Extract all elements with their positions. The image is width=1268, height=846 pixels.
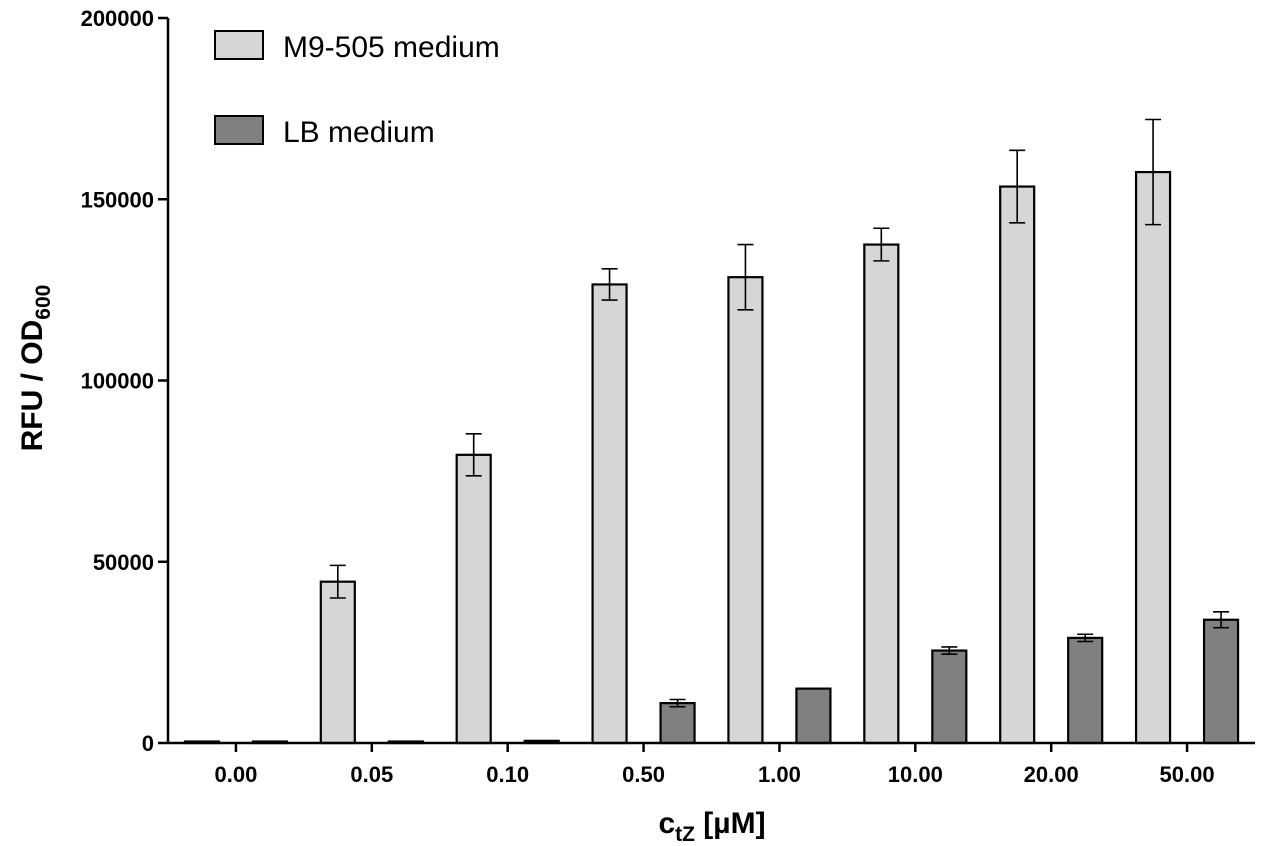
bar-s1-c4: [795, 687, 832, 745]
legend-swatch-lb: [214, 115, 264, 145]
bar-s1-c5: [931, 649, 968, 745]
x-tick-label-2: 0.10: [486, 762, 529, 787]
bar-s0-c4: [727, 276, 764, 745]
x-tick-label-6: 20.00: [1024, 762, 1079, 787]
y-tick-label-4: 200000: [81, 6, 154, 31]
legend-label-m9-505: M9-505 medium: [283, 31, 500, 64]
bar-s1-c3: [659, 702, 696, 745]
legend-swatch-m9-505: [214, 30, 264, 60]
y-tick-label-1: 50000: [93, 550, 154, 575]
bar-s0-c2: [455, 453, 492, 745]
plot-area: [183, 118, 1240, 745]
x-tick-label-5: 10.00: [888, 762, 943, 787]
x-tick-label-3: 0.50: [622, 762, 665, 787]
legend: M9-505 medium LB medium: [214, 30, 500, 149]
y-axis: 0 50000 100000 150000 200000: [81, 6, 170, 756]
y-axis-title: RFU / OD600: [16, 285, 55, 452]
bar-s0-c7: [1134, 170, 1172, 745]
x-tick-label-1: 0.05: [350, 762, 393, 787]
y-tick-label-3: 150000: [81, 187, 154, 212]
x-tick-label-0: 0.00: [215, 762, 258, 787]
bar-s1-c6: [1067, 636, 1104, 745]
x-axis: 0.00 0.05 0.10 0.50 1.00 10.00 20.00 50.00: [168, 741, 1255, 787]
x-tick-label-4: 1.00: [758, 762, 801, 787]
x-axis-title: ctZ [µM]: [658, 807, 765, 846]
bar-s0-c6: [999, 185, 1036, 745]
bar-s1-c7: [1202, 618, 1240, 745]
bar-s0-c3: [591, 283, 628, 745]
bar-s0-c5: [863, 243, 900, 745]
legend-item-lb: LB medium: [214, 115, 435, 149]
y-tick-label-2: 100000: [81, 369, 154, 394]
y-tick-label-0: 0: [142, 731, 154, 756]
x-tick-label-7: 50.00: [1160, 762, 1215, 787]
legend-label-lb: LB medium: [283, 116, 435, 149]
legend-item-m9-505: M9-505 medium: [214, 30, 500, 64]
bar-s0-c1: [319, 580, 356, 745]
